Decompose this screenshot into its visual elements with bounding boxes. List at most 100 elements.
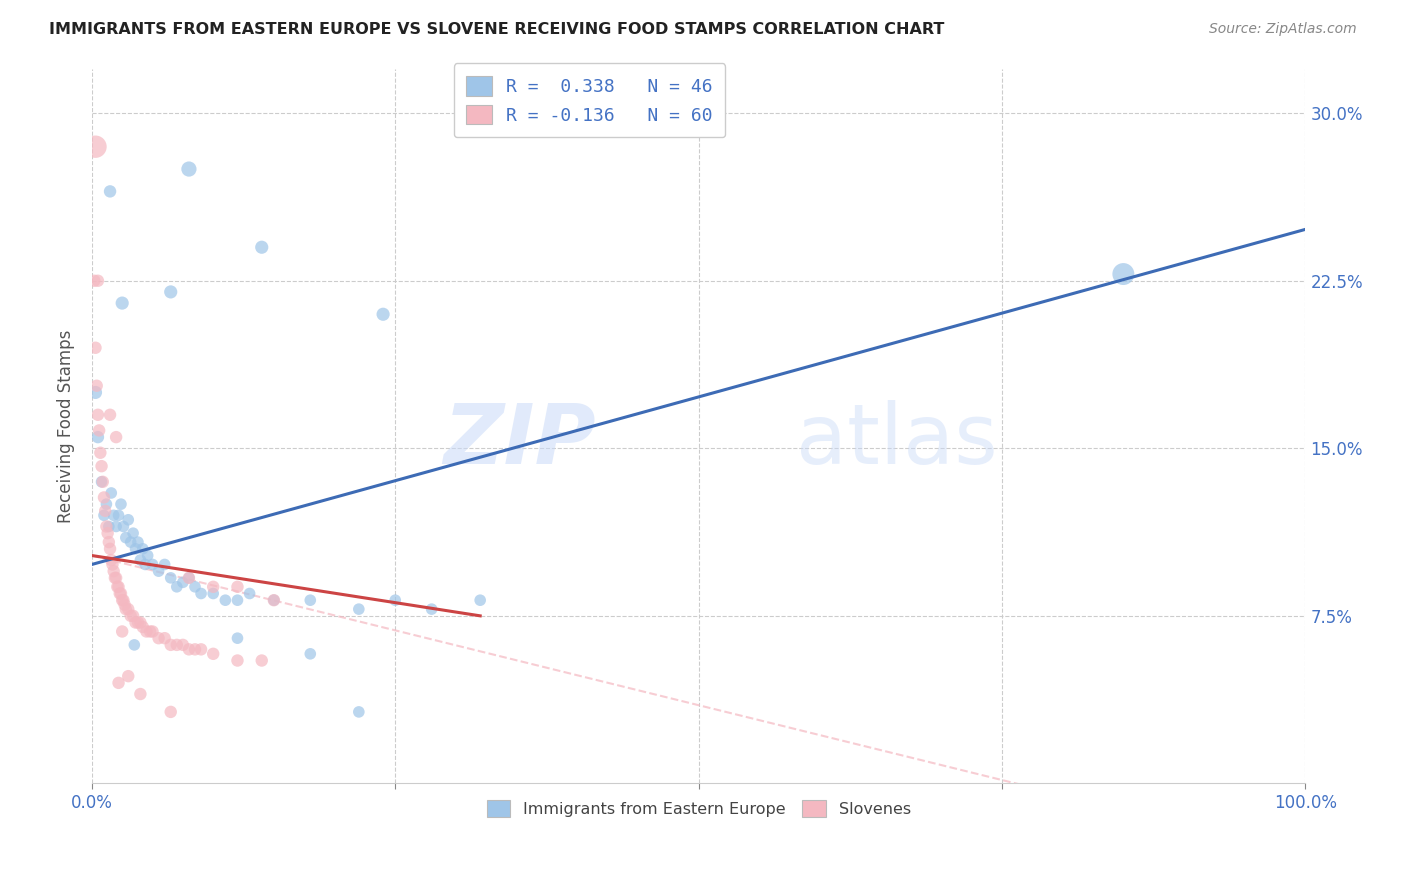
Point [159,285,181,299]
Point [124,615,146,630]
Point [105,571,128,585]
Point [139,624,162,639]
Point [184,642,207,657]
Point [114,602,136,616]
Point [136,549,159,563]
Point [103,508,125,523]
Point [90,475,112,489]
Point [202,580,225,594]
Point [89,424,111,438]
Point [177,571,200,585]
Point [263,593,285,607]
Point [214,593,236,607]
Point [135,624,157,639]
Point [371,307,394,321]
Point [105,430,128,444]
Point [98,408,121,422]
Point [91,475,114,489]
Point [112,519,135,533]
Point [226,593,249,607]
Point [132,620,155,634]
Point [124,638,146,652]
Point [105,580,128,594]
Point [87,430,110,444]
Point [127,615,149,630]
Point [263,593,285,607]
Point [177,571,200,585]
Point [184,580,207,594]
Point [105,519,128,533]
Point [117,669,139,683]
Point [190,586,212,600]
Point [202,586,225,600]
Point [153,631,176,645]
Point [226,653,249,667]
Point [97,519,120,533]
Point [148,631,170,645]
Point [134,558,156,572]
Point [98,185,121,199]
Point [129,687,152,701]
Point [107,676,129,690]
Point [239,586,262,600]
Point [226,631,249,645]
Point [127,535,149,549]
Point [87,408,110,422]
Point [104,571,127,585]
Point [299,647,322,661]
Point [96,497,118,511]
Legend: Immigrants from Eastern Europe, Slovenes: Immigrants from Eastern Europe, Slovenes [478,792,918,825]
Point [177,162,200,177]
Point [83,274,105,288]
Point [141,558,163,572]
Text: ZIP: ZIP [443,400,596,481]
Point [299,593,322,607]
Point [166,638,188,652]
Point [202,647,225,661]
Point [159,638,181,652]
Point [347,705,370,719]
Point [84,385,107,400]
Point [159,571,181,585]
Point [177,642,200,657]
Point [87,274,110,288]
Point [97,535,120,549]
Point [124,541,146,556]
Point [122,526,145,541]
Point [347,602,370,616]
Point [120,535,142,549]
Point [107,508,129,523]
Point [112,593,135,607]
Text: IMMIGRANTS FROM EASTERN EUROPE VS SLOVENE RECEIVING FOOD STAMPS CORRELATION CHAR: IMMIGRANTS FROM EASTERN EUROPE VS SLOVEN… [49,22,945,37]
Point [141,624,163,639]
Point [93,508,115,523]
Point [111,593,134,607]
Point [122,608,145,623]
Point [110,497,132,511]
Point [250,653,273,667]
Point [120,608,142,623]
Point [100,553,122,567]
Point [132,541,155,556]
Point [111,296,134,310]
Point [166,580,188,594]
Point [1112,267,1135,281]
Point [97,526,120,541]
Text: atlas: atlas [796,400,997,481]
Point [148,564,170,578]
Point [129,615,152,630]
Point [98,541,121,556]
Point [384,593,406,607]
Point [114,598,136,612]
Point [172,575,194,590]
Point [190,642,212,657]
Point [108,586,131,600]
Text: Source: ZipAtlas.com: Source: ZipAtlas.com [1209,22,1357,37]
Point [94,504,117,518]
Point [111,624,134,639]
Point [172,638,194,652]
Point [114,531,136,545]
Point [226,580,249,594]
Point [101,558,124,572]
Point [117,602,139,616]
